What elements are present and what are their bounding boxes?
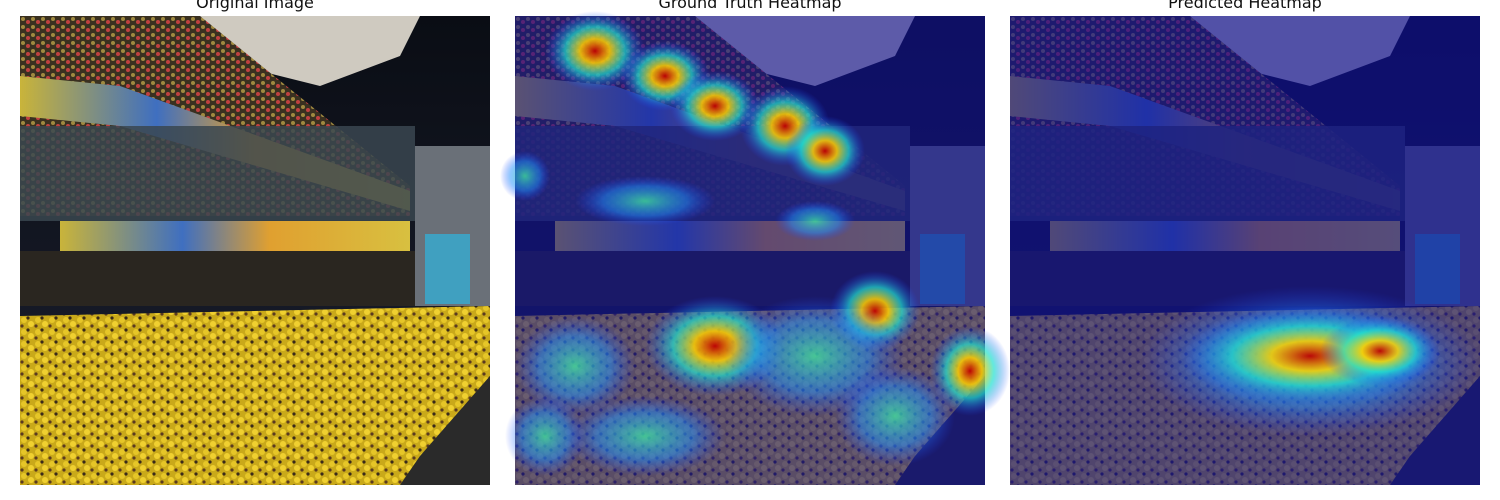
panel-title: Original Image: [196, 0, 314, 12]
predicted-heatmap: [1010, 16, 1480, 485]
panel-title: Ground Truth Heatmap: [658, 0, 841, 12]
ground-truth-heatmap: [500, 11, 1010, 485]
original-image: [20, 16, 490, 485]
panel-title: Predicted Heatmap: [1168, 0, 1322, 12]
